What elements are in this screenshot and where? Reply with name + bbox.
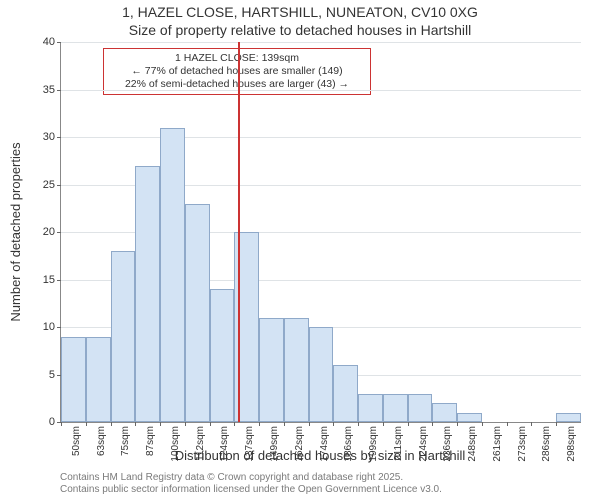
x-tick-mark — [309, 422, 310, 426]
histogram-bar — [111, 251, 136, 422]
gridline — [61, 90, 581, 91]
chart-container: { "title": "1, HAZEL CLOSE, HARTSHILL, N… — [0, 0, 600, 500]
histogram-bar — [259, 318, 284, 423]
x-tick-mark — [457, 422, 458, 426]
footer-line-2: Contains public sector information licen… — [60, 484, 442, 496]
y-tick-label: 30 — [43, 131, 55, 143]
x-tick-mark — [111, 422, 112, 426]
chart-subtitle: Size of property relative to detached ho… — [0, 22, 600, 38]
y-tick-mark — [57, 90, 61, 91]
x-tick-mark — [234, 422, 235, 426]
x-tick-mark — [185, 422, 186, 426]
chart-title: 1, HAZEL CLOSE, HARTSHILL, NUNEATON, CV1… — [0, 4, 600, 20]
plot-area: 1 HAZEL CLOSE: 139sqm ← 77% of detached … — [60, 42, 581, 423]
data-attribution: Contains HM Land Registry data © Crown c… — [60, 472, 442, 496]
x-tick-mark — [408, 422, 409, 426]
y-tick-label: 40 — [43, 36, 55, 48]
x-tick-mark — [210, 422, 211, 426]
histogram-bar — [135, 166, 160, 423]
annotation-line-1: 1 HAZEL CLOSE: 139sqm — [110, 52, 364, 65]
x-tick-mark — [507, 422, 508, 426]
histogram-bar — [284, 318, 309, 423]
histogram-bar — [61, 337, 86, 423]
histogram-bar — [432, 403, 457, 422]
x-tick-mark — [383, 422, 384, 426]
histogram-bar — [457, 413, 482, 423]
y-tick-label: 10 — [43, 321, 55, 333]
y-tick-label: 35 — [43, 84, 55, 96]
x-tick-mark — [556, 422, 557, 426]
histogram-bar — [383, 394, 408, 423]
footer-line-1: Contains HM Land Registry data © Crown c… — [60, 472, 442, 484]
y-tick-mark — [57, 185, 61, 186]
x-tick-mark — [61, 422, 62, 426]
x-tick-mark — [333, 422, 334, 426]
histogram-bar — [309, 327, 334, 422]
y-tick-mark — [57, 137, 61, 138]
histogram-bar — [358, 394, 383, 423]
x-tick-mark — [531, 422, 532, 426]
y-tick-mark — [57, 232, 61, 233]
x-tick-mark — [432, 422, 433, 426]
histogram-bar — [556, 413, 581, 423]
y-axis-label: Number of detached properties — [8, 42, 28, 422]
x-axis-label: Distribution of detached houses by size … — [60, 448, 580, 463]
y-tick-mark — [57, 280, 61, 281]
x-tick-mark — [135, 422, 136, 426]
annotation-box: 1 HAZEL CLOSE: 139sqm ← 77% of detached … — [103, 48, 371, 95]
y-tick-mark — [57, 327, 61, 328]
histogram-bar — [86, 337, 111, 423]
histogram-bar — [185, 204, 210, 423]
y-tick-label: 0 — [49, 416, 55, 428]
gridline — [61, 137, 581, 138]
y-tick-label: 15 — [43, 274, 55, 286]
x-tick-mark — [358, 422, 359, 426]
x-tick-mark — [86, 422, 87, 426]
x-tick-mark — [482, 422, 483, 426]
gridline — [61, 42, 581, 43]
y-tick-mark — [57, 42, 61, 43]
y-tick-label: 25 — [43, 179, 55, 191]
y-tick-label: 20 — [43, 226, 55, 238]
histogram-bar — [408, 394, 433, 423]
y-tick-label: 5 — [49, 369, 55, 381]
histogram-bar — [210, 289, 235, 422]
x-tick-mark — [284, 422, 285, 426]
x-tick-mark — [160, 422, 161, 426]
histogram-bar — [160, 128, 185, 423]
reference-line — [238, 42, 240, 422]
histogram-bar — [333, 365, 358, 422]
x-tick-mark — [259, 422, 260, 426]
annotation-line-2: ← 77% of detached houses are smaller (14… — [110, 65, 364, 78]
